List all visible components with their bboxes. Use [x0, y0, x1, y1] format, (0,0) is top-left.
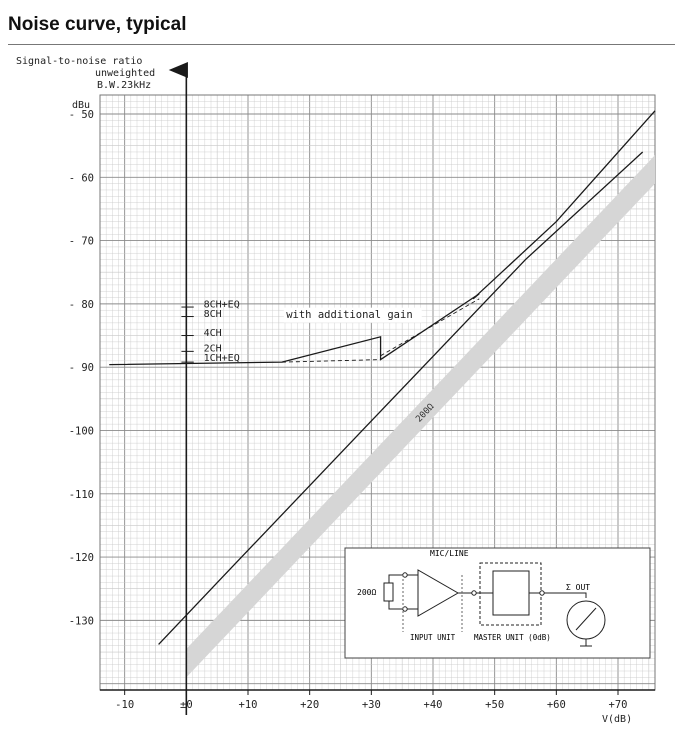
tick-labels: -10 ±0 +10 +20 +30 +40 +50 +60 +70 - 50 - 60 - 70 - …	[69, 109, 628, 711]
x-tick-label: +40	[424, 699, 443, 711]
x-tick-label: +60	[547, 699, 566, 711]
x-axis-label: V(dB)	[602, 714, 633, 725]
y-tick-label: -130	[69, 615, 94, 627]
series-line-2	[158, 151, 644, 645]
y-tick-label: - 70	[69, 236, 94, 248]
title-divider	[8, 44, 675, 45]
channel-label: 4CH	[204, 328, 222, 339]
y-tick-label: - 60	[69, 172, 94, 184]
annotation-bg	[283, 307, 422, 323]
y-tick-label: -110	[69, 489, 94, 501]
y-axis-label-line-1: Signal-to-noise ratio	[16, 56, 143, 67]
y-axis-label-line-3: B.W.23kHz	[97, 80, 152, 91]
x-tick-label: -10	[115, 699, 134, 711]
resistance-band: 200Ω	[186, 155, 656, 678]
y-tick-label: - 50	[69, 109, 94, 121]
y-tick-label: -120	[69, 552, 94, 564]
channel-label: 8CH+EQ	[204, 299, 240, 310]
x-tick-label: +30	[362, 699, 381, 711]
axes	[100, 62, 655, 715]
page-title: Noise curve, typical	[8, 14, 187, 35]
x-tick-label: +50	[485, 699, 504, 711]
x-tick-label: +20	[300, 699, 319, 711]
x-tick-label: +10	[239, 699, 258, 711]
series-line-1	[109, 110, 656, 366]
y-tick-label: - 90	[69, 362, 94, 374]
annotation-text: with additional gain	[286, 309, 412, 321]
y-unit-label: dBu	[72, 100, 91, 111]
channel-label: 1CH+EQ	[204, 353, 240, 364]
series-line-3	[281, 359, 381, 363]
y-axis-label-line-2: unweighted	[95, 68, 156, 79]
series-line-4	[380, 298, 480, 357]
x-tick-label: +70	[609, 699, 628, 711]
y-tick-label: - 80	[69, 299, 94, 311]
y-tick-label: -100	[69, 425, 94, 437]
band-200-ohm	[186, 155, 656, 678]
series-lines	[109, 110, 656, 645]
grid	[99, 94, 656, 691]
x-tick-label: ±0	[180, 699, 193, 711]
channel-label: 2CH	[204, 344, 222, 355]
channel-label: 8CH	[204, 309, 222, 320]
